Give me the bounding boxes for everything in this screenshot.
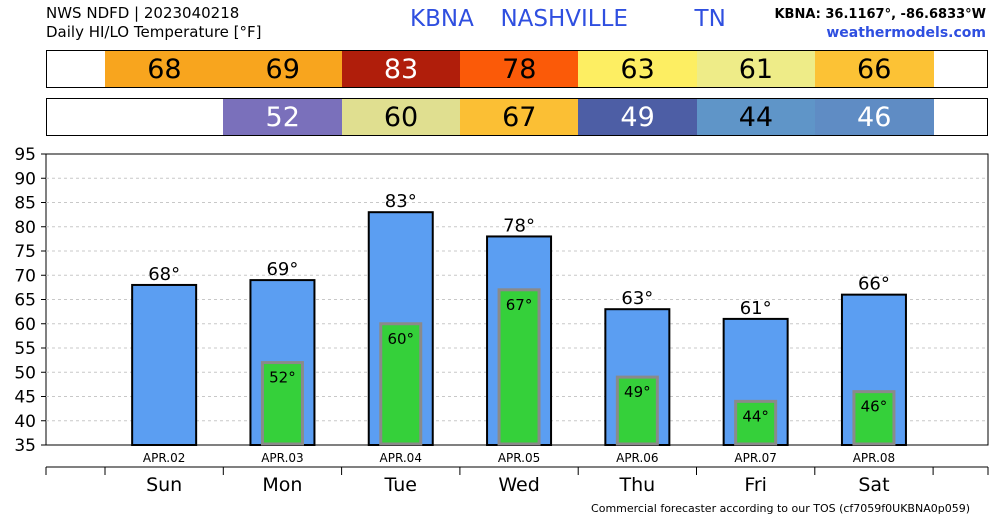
high-strip-cell-0: 68 xyxy=(105,51,224,87)
high-label-5: 61° xyxy=(740,298,772,319)
high-label-4: 63° xyxy=(621,288,653,309)
low-strip-cell-4: 49 xyxy=(578,99,697,135)
low-bar-5 xyxy=(734,399,778,446)
high-strip-cell-6: 66 xyxy=(814,51,934,87)
high-temp-strip: 68 69 83 78 63 61 66 xyxy=(46,50,988,88)
high-label-6: 66° xyxy=(858,274,890,295)
high-label-0: 68° xyxy=(148,264,180,285)
date-label-4: APR.06 xyxy=(616,451,658,465)
low-label-5: 44° xyxy=(742,407,769,425)
coords-label: KBNA: 36.1167°, -86.6833°W xyxy=(774,7,986,22)
ytick-label-80: 80 xyxy=(14,218,36,238)
ytick-label-95: 95 xyxy=(14,145,36,165)
high-strip-cell-3: 78 xyxy=(459,51,579,87)
header-left: NWS NDFD | 2023040218 Daily HI/LO Temper… xyxy=(46,4,262,42)
high-label-1: 69° xyxy=(266,259,298,280)
high-label-3: 78° xyxy=(503,215,535,236)
high-label-2: 83° xyxy=(385,191,417,212)
city-name: NASHVILLE xyxy=(500,6,628,32)
ytick-label-90: 90 xyxy=(14,169,36,189)
day-label-1: Mon xyxy=(262,474,302,496)
ytick-label-70: 70 xyxy=(14,266,36,286)
day-label-4: Thu xyxy=(618,474,655,496)
ytick-label-50: 50 xyxy=(14,363,36,383)
run-label: NWS NDFD | 2023040218 xyxy=(46,4,240,22)
date-label-2: APR.04 xyxy=(380,451,422,465)
day-label-5: Fri xyxy=(744,474,767,496)
low-bar-6 xyxy=(852,390,896,446)
low-bar-3 xyxy=(497,288,541,446)
high-bar-0 xyxy=(131,283,198,447)
ytick-label-45: 45 xyxy=(14,388,36,408)
high-strip-cell-1: 69 xyxy=(223,51,343,87)
date-label-5: APR.07 xyxy=(734,451,776,465)
high-strip-cell-4: 63 xyxy=(578,51,697,87)
low-bar-1 xyxy=(260,361,304,446)
ytick-label-85: 85 xyxy=(14,194,36,214)
high-strip-cell-5: 61 xyxy=(696,51,816,87)
day-label-3: Wed xyxy=(498,474,539,496)
low-label-3: 67° xyxy=(506,296,533,314)
station-id: KBNA xyxy=(410,6,474,32)
product-label: Daily HI/LO Temperature [°F] xyxy=(46,23,262,41)
low-label-1: 52° xyxy=(269,369,296,387)
date-label-1: APR.03 xyxy=(261,451,303,465)
low-label-2: 60° xyxy=(387,330,414,348)
header-right: KBNA: 36.1167°, -86.6833°W weathermodels… xyxy=(774,5,986,43)
low-temp-strip: 52 60 67 49 44 46 xyxy=(46,98,988,136)
high-strip-cell-2: 83 xyxy=(341,51,461,87)
low-label-4: 49° xyxy=(624,383,651,401)
day-label-0: Sun xyxy=(146,474,182,496)
site-link[interactable]: weathermodels.com xyxy=(826,25,986,41)
ytick-label-40: 40 xyxy=(14,412,36,432)
low-strip-cell-5: 44 xyxy=(696,99,816,135)
low-bar-4 xyxy=(615,375,659,446)
date-label-3: APR.05 xyxy=(498,451,540,465)
low-strip-cell-1: 52 xyxy=(223,99,343,135)
low-label-6: 46° xyxy=(861,398,888,416)
low-bar-2 xyxy=(379,322,423,446)
day-label-6: Sat xyxy=(858,474,889,496)
station-title: KBNA NASHVILLE TN xyxy=(410,6,726,32)
day-label-2: Tue xyxy=(384,474,417,496)
footer-note: Commercial forecaster according to our T… xyxy=(591,502,970,515)
date-label-0: APR.02 xyxy=(143,451,185,465)
ytick-label-60: 60 xyxy=(14,315,36,335)
date-label-6: APR.08 xyxy=(853,451,895,465)
low-strip-cell-2: 60 xyxy=(341,99,461,135)
state-name: TN xyxy=(694,6,726,32)
ytick-label-55: 55 xyxy=(14,339,36,359)
low-strip-cell-3: 67 xyxy=(459,99,579,135)
ytick-label-75: 75 xyxy=(14,242,36,262)
ytick-label-65: 65 xyxy=(14,291,36,311)
low-strip-cell-6: 46 xyxy=(814,99,934,135)
ytick-label-35: 35 xyxy=(14,436,36,456)
